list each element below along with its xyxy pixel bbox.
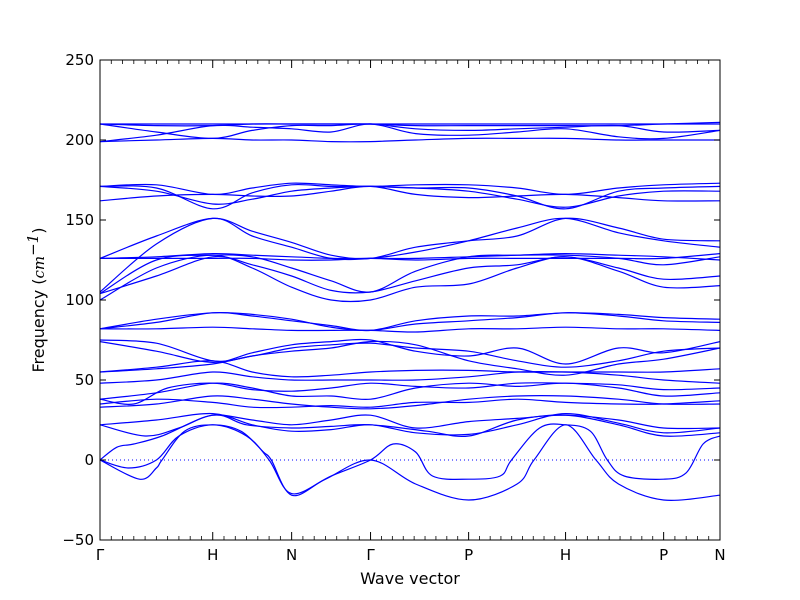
band-5	[100, 414, 720, 437]
y-axis-ticks: −50 0 50 100 150 200 250	[62, 51, 720, 549]
band-14	[100, 339, 720, 368]
band-27	[100, 183, 720, 210]
x-tick-label: N	[286, 546, 297, 564]
band-22	[100, 217, 720, 260]
y-tick-label: 50	[75, 371, 94, 389]
y-tick-label: 150	[65, 211, 94, 229]
y-axis-label-text: Frequency (	[29, 279, 48, 373]
band-24	[100, 253, 720, 261]
x-tick-label: H	[560, 546, 571, 564]
x-tick-label: Γ	[366, 546, 375, 564]
band-4	[100, 412, 720, 436]
y-axis-label-exponent: −1	[24, 234, 42, 256]
x-tick-label: P	[464, 546, 473, 564]
band-19	[100, 255, 720, 295]
x-tick-label: N	[714, 546, 725, 564]
band-12	[100, 340, 720, 376]
minor-ticks	[110, 60, 710, 540]
band-3	[100, 414, 720, 461]
y-tick-label: 250	[65, 51, 94, 69]
band-17	[100, 311, 720, 332]
band-10	[100, 370, 720, 384]
plot-frame	[99, 59, 721, 541]
phonon-bands	[100, 121, 720, 501]
y-axis-label-close: )	[29, 228, 48, 234]
y-tick-label: 0	[84, 451, 94, 469]
x-tick-label: P	[659, 546, 668, 564]
band-2	[100, 423, 720, 495]
y-axis-label: Frequency (cm−1)	[24, 228, 48, 373]
band-6	[100, 395, 720, 410]
y-tick-label: −50	[62, 531, 94, 549]
band-28	[100, 182, 720, 196]
band-15	[100, 326, 720, 333]
y-tick-label: 200	[65, 131, 94, 149]
x-tick-label: Γ	[96, 546, 105, 564]
band-33	[100, 121, 720, 127]
y-axis-label-unit: cm	[30, 256, 48, 279]
band-7	[100, 398, 720, 409]
x-axis-label: Wave vector	[360, 569, 460, 588]
band-9	[100, 382, 720, 405]
y-tick-label: 100	[65, 291, 94, 309]
band-23	[100, 252, 720, 261]
x-tick-label: H	[207, 546, 218, 564]
